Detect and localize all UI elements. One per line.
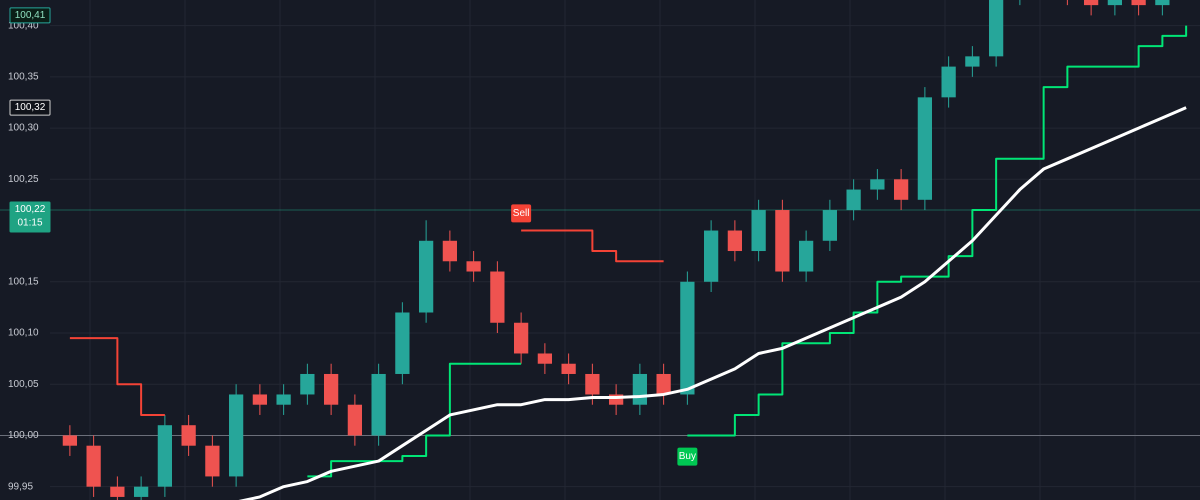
candle-body [514, 322, 529, 354]
candle-body [917, 97, 932, 200]
candle-body [965, 56, 980, 67]
candle-body [442, 240, 457, 262]
candle-body [632, 373, 647, 405]
candle-body [205, 445, 220, 477]
indicator-line [307, 25, 1188, 478]
signal-label: Buy [679, 451, 696, 462]
candle-body [561, 363, 576, 374]
candle-body [134, 486, 149, 497]
y-tick-label: 100,35 [8, 71, 39, 82]
candle-body [799, 240, 814, 272]
candle-body [300, 373, 315, 395]
candle-body [704, 230, 719, 282]
y-tick-label: 100,30 [8, 123, 39, 134]
candle-body [585, 373, 600, 395]
price-badge [9, 99, 51, 116]
candle-body [110, 486, 125, 497]
indicator-line [69, 229, 664, 416]
y-tick-label: 100,15 [8, 276, 39, 287]
y-tick-label: 100,05 [8, 379, 39, 390]
signal-badge [511, 204, 532, 223]
y-tick-label: 100,40 [8, 20, 39, 31]
candle-body [347, 404, 362, 436]
candle-body [466, 261, 481, 272]
candle-body [1084, 0, 1099, 6]
indicator-line [238, 106, 1187, 500]
candle-body [419, 240, 434, 313]
candle-body [751, 210, 766, 252]
candle-body [229, 394, 244, 477]
y-tick-label: 100,00 [8, 430, 39, 441]
candle-body [680, 281, 695, 395]
candle-body [371, 373, 386, 436]
candle-body [157, 425, 172, 487]
price-badge [9, 201, 51, 233]
candle-body [181, 425, 196, 446]
candle-body [324, 373, 339, 405]
candle-body [1107, 0, 1122, 6]
candle-body [1131, 0, 1146, 6]
candle-body [276, 394, 291, 405]
plot-layer: Sell Buy [62, 0, 1188, 500]
candle-body [846, 189, 861, 211]
candle-body [490, 271, 505, 323]
candle-body [86, 445, 101, 487]
candle-body [252, 394, 267, 405]
candle-body [870, 179, 885, 190]
candle-body [822, 210, 837, 241]
axis-layer: 99,95 100,00 100,05 100,10 100,15 100,25 100,3… [8, 7, 51, 492]
candle-body [537, 353, 552, 364]
candle-body [989, 0, 1004, 57]
price-badge [9, 7, 51, 24]
candle-body [894, 179, 909, 200]
candle-body [609, 394, 624, 405]
candle-body [941, 66, 956, 98]
candle-body [395, 312, 410, 374]
y-tick-label: 99,95 [8, 481, 33, 492]
y-tick-label: 100,10 [8, 328, 39, 339]
y-tick-label: 100,25 [8, 174, 39, 185]
candle-body [62, 435, 77, 446]
price-label: 100,32 [15, 102, 46, 113]
price-label: 100,22 [15, 204, 46, 215]
signal-badge [677, 447, 698, 466]
candle-body [727, 230, 742, 252]
price-label: 100,41 [15, 10, 46, 21]
candle-body [1155, 0, 1170, 6]
signal-label: Sell [513, 208, 530, 219]
candle-body [775, 210, 790, 272]
price-sublabel: 01:15 [17, 218, 42, 229]
candle-body [656, 373, 671, 395]
